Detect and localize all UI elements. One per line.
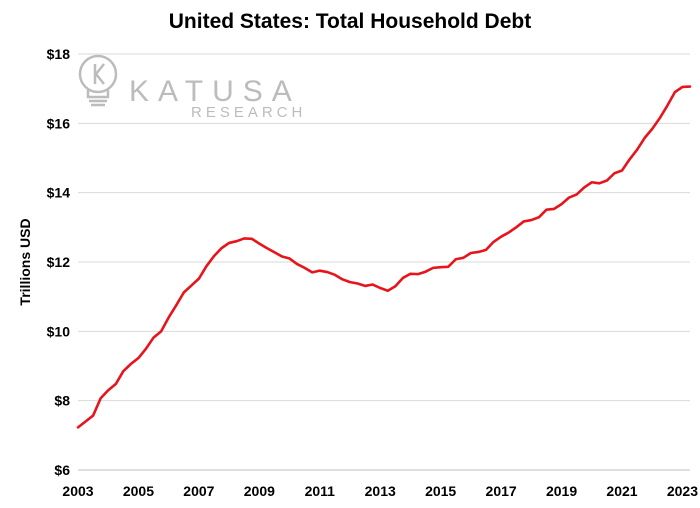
x-tick-label: 2013 <box>365 483 396 499</box>
x-tick-label: 2003 <box>62 483 93 499</box>
x-tick-label: 2019 <box>546 483 577 499</box>
y-tick-labels: $6 $8 $10 $12 $14 $16 $18 <box>47 46 71 478</box>
y-tick-label: $10 <box>47 323 71 339</box>
y-tick-label: $12 <box>47 254 71 270</box>
y-tick-label: $14 <box>47 185 71 201</box>
y-tick-label: $18 <box>47 46 71 62</box>
katusa-logo: KATUSA RESEARCH <box>78 54 306 121</box>
x-tick-labels: 2003 2005 2007 2009 2011 2013 2015 2017 2019 2021… <box>62 483 698 499</box>
x-tick-label: 2021 <box>606 483 637 499</box>
x-tick-label: 2011 <box>305 483 336 499</box>
y-tick-label: $6 <box>54 462 70 478</box>
gridlines <box>78 53 690 402</box>
y-tick-label: $8 <box>54 393 70 409</box>
x-tick-label: 2015 <box>425 483 456 499</box>
lightbulb-k-icon <box>78 54 118 107</box>
chart-title: United States: Total Household Debt <box>169 10 531 33</box>
x-tick-label: 2009 <box>244 483 275 499</box>
series-line-household-debt <box>76 85 692 429</box>
y-axis-label: Trillions USD <box>17 218 33 305</box>
x-tick-label: 2007 <box>183 483 214 499</box>
x-tick-label: 2023 <box>667 483 698 499</box>
logo-wordmark: KATUSA <box>129 75 301 108</box>
y-tick-label: $16 <box>47 115 71 131</box>
x-tick-label: 2017 <box>486 483 517 499</box>
x-tick-label: 2005 <box>123 483 154 499</box>
logo-subtitle: RESEARCH <box>191 104 306 121</box>
